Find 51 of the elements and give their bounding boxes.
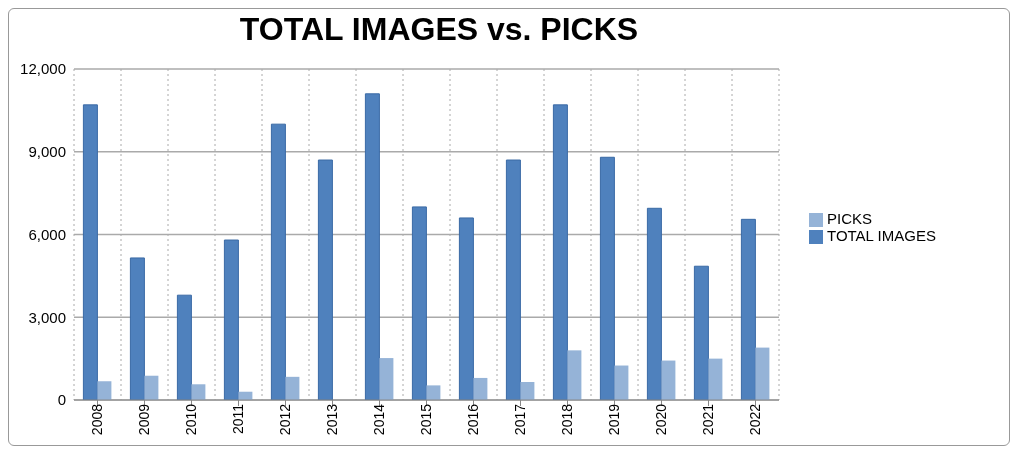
x-tick-label: 2012: [277, 403, 294, 436]
bar: [646, 207, 662, 400]
bar: [473, 377, 488, 400]
bar: [567, 350, 582, 400]
x-tick-label: 2020: [653, 403, 670, 436]
x-tick-label: 2021: [700, 403, 717, 436]
bar: [661, 360, 676, 400]
bar: [97, 381, 112, 400]
bar: [82, 104, 98, 400]
x-tick-label: 2016: [465, 403, 482, 436]
x-tick-label: 2008: [89, 403, 106, 436]
bar: [129, 257, 145, 400]
x-tick-label: 2018: [559, 403, 576, 436]
x-tick-label: 2019: [606, 403, 623, 436]
legend-label: TOTAL IMAGES: [827, 227, 936, 244]
y-tick-label: 12,000: [20, 60, 66, 78]
x-tick-label: 2010: [183, 403, 200, 436]
bar: [411, 206, 427, 400]
bar: [191, 384, 206, 400]
y-tick-label: 9,000: [28, 143, 66, 161]
bar: [755, 347, 770, 400]
bar: [285, 376, 300, 400]
bar: [364, 93, 380, 400]
bar: [317, 159, 333, 400]
bar: [223, 239, 239, 400]
bar: [379, 358, 394, 400]
x-tick-label: 2011: [230, 403, 247, 435]
bar: [458, 217, 474, 400]
x-tick-label: 2013: [324, 403, 341, 436]
x-tick-label: 2014: [371, 403, 388, 436]
bar: [599, 156, 615, 400]
bar: [693, 265, 709, 400]
y-tick-label: 0: [57, 391, 66, 409]
bar: [144, 375, 159, 400]
bar: [552, 104, 568, 400]
bar: [708, 358, 723, 400]
x-tick-label: 2015: [418, 403, 435, 436]
bar: [176, 294, 192, 400]
x-tick-label: 2022: [747, 403, 764, 436]
bar: [505, 159, 521, 400]
x-tick-label: 2017: [512, 403, 529, 436]
bar: [740, 218, 756, 400]
chart-title: TOTAL IMAGES vs. PICKS: [238, 11, 640, 48]
bar: [426, 385, 441, 400]
y-tick-label: 6,000: [28, 225, 66, 243]
x-tick-label: 2009: [136, 403, 153, 436]
bar: [614, 365, 629, 400]
y-tick-label: 3,000: [28, 308, 66, 326]
bar: [270, 123, 286, 400]
legend-label: PICKS: [827, 209, 873, 227]
bar: [520, 382, 535, 400]
